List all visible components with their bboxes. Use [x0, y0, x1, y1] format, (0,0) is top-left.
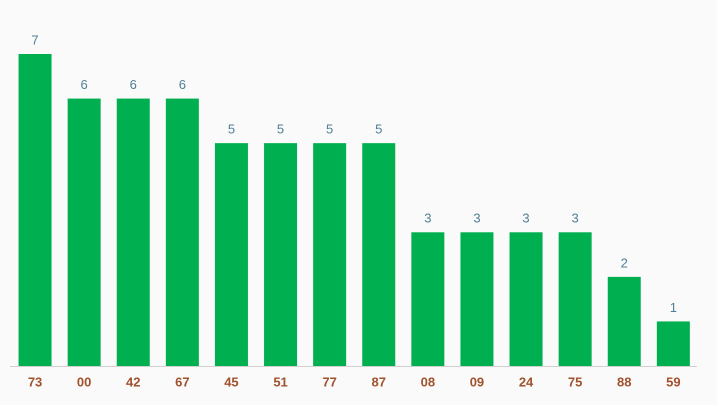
bar — [460, 232, 494, 366]
value-label: 6 — [81, 77, 88, 92]
bar — [411, 232, 445, 366]
bar — [607, 276, 641, 366]
x-tick-label: 09 — [470, 374, 484, 389]
x-tick-label: 00 — [77, 374, 91, 389]
x-tick-label: 73 — [28, 374, 42, 389]
bar — [67, 98, 101, 367]
x-tick-label: 75 — [568, 374, 582, 389]
x-tick-label: 59 — [666, 374, 680, 389]
value-label: 7 — [31, 32, 38, 47]
bar — [165, 98, 199, 367]
x-tick-label: 42 — [126, 374, 140, 389]
bar — [362, 143, 396, 366]
bar — [116, 98, 150, 367]
x-tick-label: 88 — [617, 374, 631, 389]
x-tick-label: 51 — [273, 374, 287, 389]
x-tick-label: 77 — [322, 374, 336, 389]
value-label: 1 — [670, 300, 677, 315]
bar — [656, 321, 690, 366]
bar — [313, 143, 347, 366]
x-tick-label: 87 — [372, 374, 386, 389]
value-label: 3 — [572, 211, 579, 226]
x-tick-label: 67 — [175, 374, 189, 389]
value-label: 6 — [130, 77, 137, 92]
value-label: 3 — [522, 211, 529, 226]
value-label: 5 — [326, 122, 333, 137]
value-label: 3 — [424, 211, 431, 226]
value-label: 5 — [375, 122, 382, 137]
value-label: 5 — [277, 122, 284, 137]
value-label: 5 — [228, 122, 235, 137]
bar — [264, 143, 298, 366]
bar — [509, 232, 543, 366]
bar — [214, 143, 248, 366]
value-label: 3 — [473, 211, 480, 226]
x-tick-label: 45 — [224, 374, 238, 389]
value-label: 6 — [179, 77, 186, 92]
x-tick-label: 24 — [519, 374, 534, 389]
bar — [558, 232, 592, 366]
x-tick-label: 08 — [421, 374, 435, 389]
value-label: 2 — [621, 255, 628, 270]
bar — [18, 54, 52, 366]
